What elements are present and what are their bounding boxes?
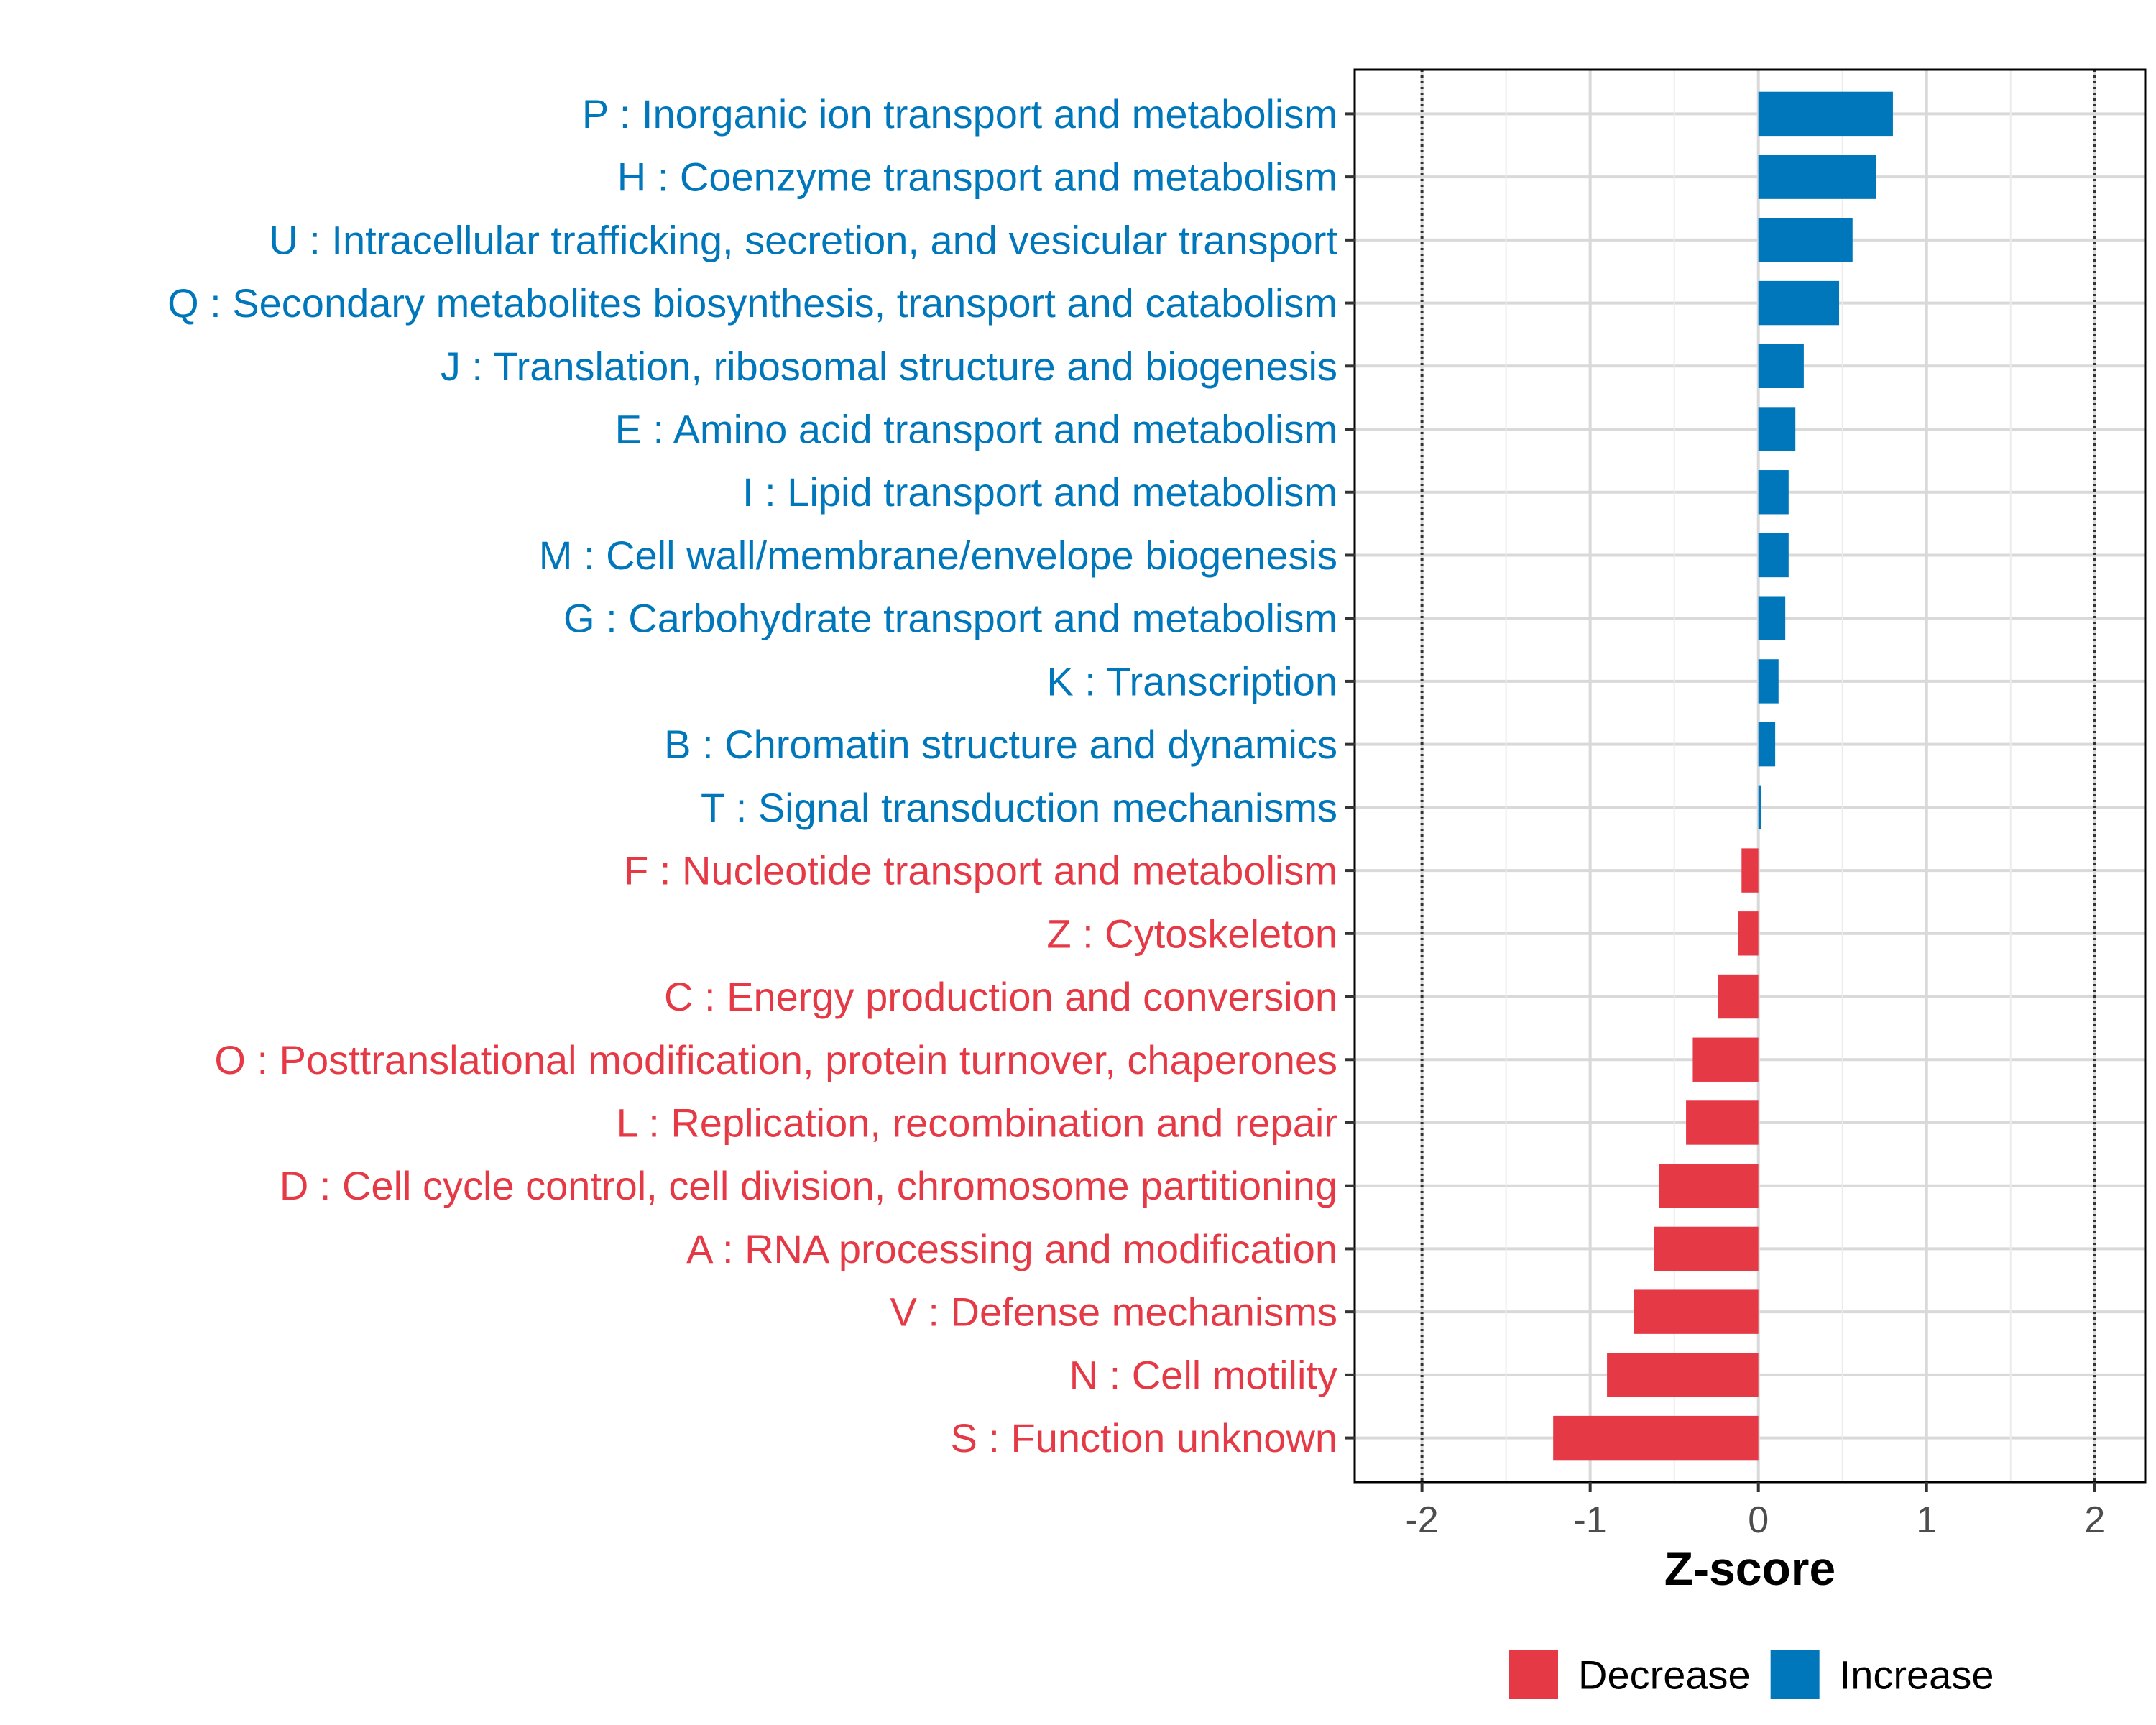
category-label: S : Function unknown — [950, 1415, 1337, 1460]
bar — [1758, 659, 1779, 704]
bar — [1738, 911, 1759, 956]
category-label: V : Defense mechanisms — [890, 1289, 1337, 1335]
category-label: Q : Secondary metabolites biosynthesis, … — [167, 280, 1337, 326]
category-labels: P : Inorganic ion transport and metaboli… — [167, 91, 1337, 1460]
bar — [1758, 407, 1796, 451]
bar — [1553, 1415, 1759, 1460]
category-label: E : Amino acid transport and metabolism — [615, 407, 1337, 452]
bar — [1758, 91, 1893, 137]
x-tick-label: -2 — [1405, 1499, 1438, 1541]
category-label: L : Replication, recombination and repai… — [617, 1100, 1337, 1145]
category-label: T : Signal transduction mechanisms — [701, 785, 1337, 830]
bars — [1553, 91, 1893, 1460]
x-tick-label: 0 — [1748, 1499, 1769, 1541]
category-label: K : Transcription — [1046, 658, 1337, 704]
category-label: B : Chromatin structure and dynamics — [664, 722, 1337, 767]
bar — [1758, 155, 1876, 199]
bar — [1758, 533, 1789, 578]
bar — [1758, 218, 1853, 262]
bar — [1758, 470, 1789, 515]
category-label: O : Posttranslational modification, prot… — [214, 1037, 1337, 1082]
bar — [1758, 280, 1840, 326]
category-label: I : Lipid transport and metabolism — [742, 469, 1337, 515]
category-label: M : Cell wall/membrane/envelope biogenes… — [539, 533, 1337, 578]
x-tick-label: -1 — [1574, 1499, 1607, 1541]
y-axis-ticks — [1345, 112, 1355, 1440]
bar — [1686, 1100, 1759, 1145]
legend-swatch — [1770, 1650, 1820, 1699]
bar — [1758, 596, 1786, 640]
legend: Decrease Increase — [1509, 1650, 1994, 1699]
category-label: C : Energy production and conversion — [664, 974, 1337, 1019]
legend-label: Decrease — [1578, 1652, 1751, 1698]
category-label: N : Cell motility — [1069, 1352, 1337, 1397]
category-label: P : Inorganic ion transport and metaboli… — [582, 91, 1337, 137]
bar — [1634, 1289, 1759, 1334]
category-label: G : Carbohydrate transport and metabolis… — [563, 596, 1337, 641]
bar — [1659, 1163, 1759, 1208]
category-label: H : Coenzyme transport and metabolism — [617, 155, 1337, 200]
category-label: U : Intracellular trafficking, secretion… — [269, 217, 1337, 262]
bar — [1692, 1037, 1759, 1082]
x-tick-label: 1 — [1916, 1499, 1937, 1541]
legend-swatch — [1509, 1650, 1558, 1699]
category-label: A : RNA processing and modification — [686, 1226, 1337, 1271]
legend-label: Increase — [1840, 1652, 1994, 1698]
bar — [1607, 1353, 1759, 1397]
bar — [1758, 722, 1776, 767]
x-axis-title: Z-score — [1664, 1542, 1835, 1595]
category-label: Z : Cytoskeleton — [1046, 911, 1337, 956]
category-label: D : Cell cycle control, cell division, c… — [280, 1163, 1337, 1208]
x-tick-label: 2 — [2084, 1499, 2105, 1541]
category-label: J : Translation, ribosomal structure and… — [441, 344, 1337, 389]
bar — [1654, 1226, 1759, 1271]
bar — [1718, 974, 1759, 1019]
category-label: F : Nucleotide transport and metabolism — [624, 848, 1337, 893]
x-axis-ticks: -2 -1 0 1 2 — [1405, 1482, 2105, 1541]
panel-border — [1353, 68, 2147, 1484]
bar — [1741, 848, 1759, 893]
bar — [1758, 785, 1761, 830]
bar — [1758, 344, 1804, 389]
